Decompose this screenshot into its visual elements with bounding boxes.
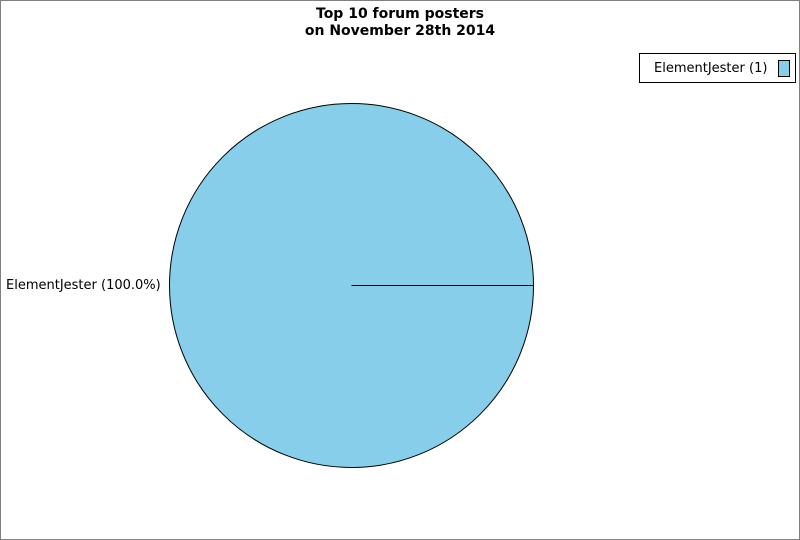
- chart-title-line2: on November 28th 2014: [304, 23, 496, 39]
- slice-label-elementjester: ElementJester (100.0%): [6, 278, 161, 293]
- legend-entry-label: ElementJester (1): [654, 60, 768, 76]
- legend: ElementJester (1): [639, 53, 796, 83]
- legend-swatch-rect: [778, 59, 790, 77]
- legend-swatch-icon: [778, 59, 790, 77]
- chart-title-line1: Top 10 forum posters: [316, 6, 484, 22]
- chart-title: Top 10 forum posters on November 28th 20…: [1, 6, 799, 40]
